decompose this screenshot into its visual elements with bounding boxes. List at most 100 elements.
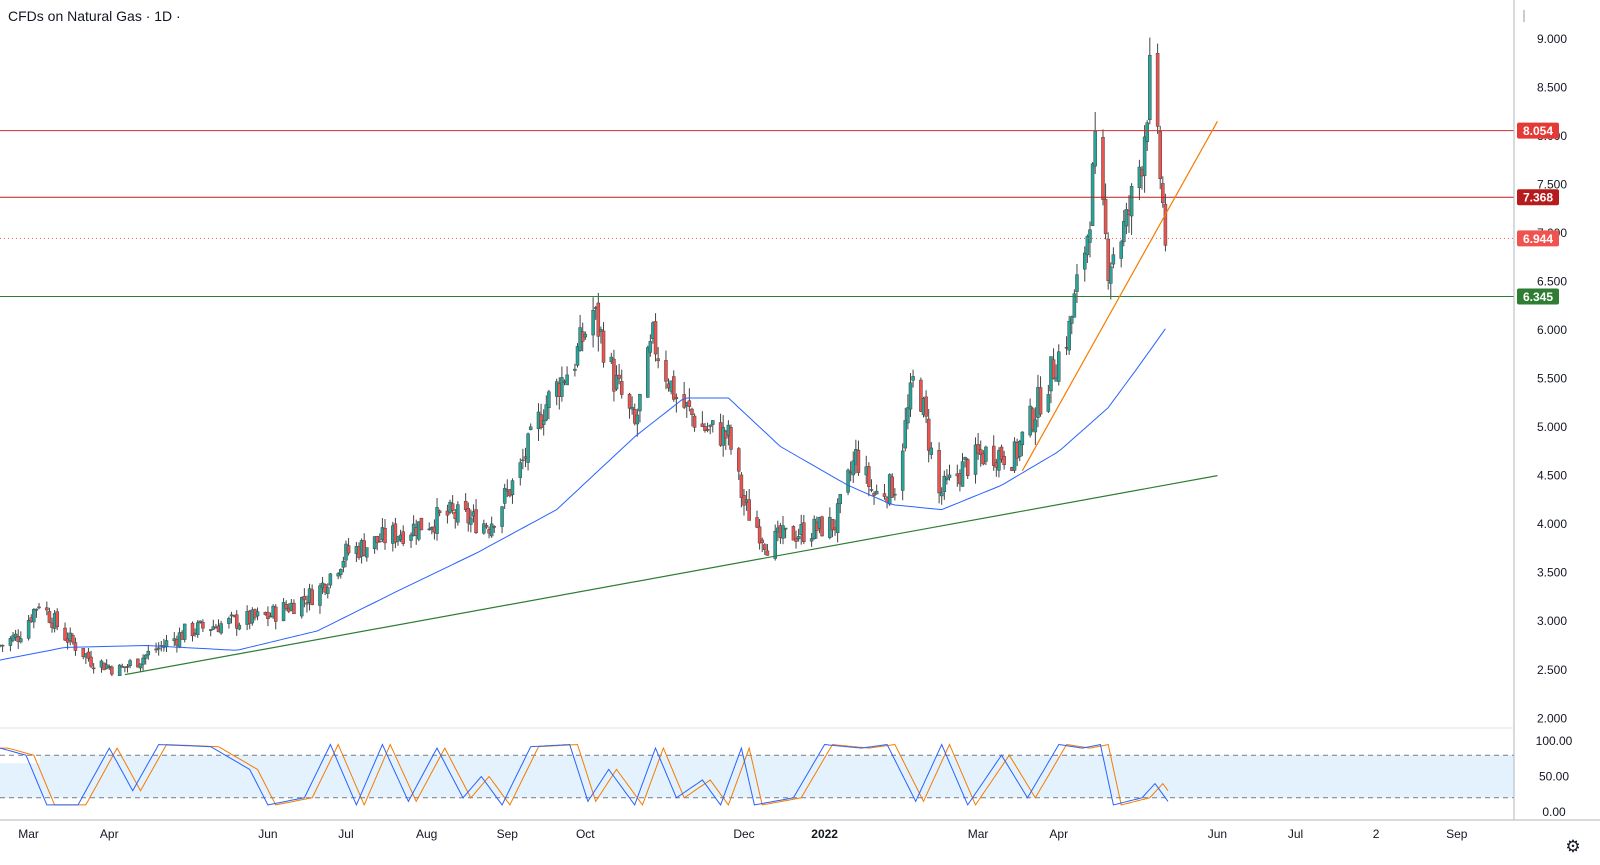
time-tick-label: Sep — [497, 827, 519, 841]
candle-43 — [156, 642, 161, 656]
candle-284 — [1033, 407, 1038, 445]
candle-295 — [1072, 289, 1077, 318]
candle-246 — [893, 488, 897, 501]
candle-217 — [791, 525, 796, 541]
candle-320 — [1163, 193, 1168, 252]
candle-131 — [474, 499, 478, 534]
time-tick-label: Mar — [18, 827, 39, 841]
candle-228 — [830, 519, 835, 538]
candle-124 — [450, 495, 455, 515]
candle-96 — [346, 538, 351, 556]
candle-169 — [614, 365, 619, 391]
candle-76 — [273, 604, 278, 630]
candle-90 — [326, 583, 330, 599]
candle-161 — [583, 331, 588, 340]
price-tick-label: 4.000 — [1537, 517, 1567, 531]
price-tick-label: 8.500 — [1537, 80, 1567, 94]
candle-234 — [851, 451, 856, 483]
candle-87 — [318, 583, 322, 614]
candle-232 — [846, 468, 850, 496]
candle-154 — [560, 366, 564, 402]
candle-148 — [539, 403, 543, 430]
candle-20 — [71, 632, 75, 645]
orange-uptrend[interactable] — [1021, 121, 1218, 472]
candle-300 — [1090, 162, 1095, 227]
price-tick-label: 4.500 — [1537, 469, 1567, 483]
candle-289 — [1051, 348, 1056, 380]
candle-142 — [518, 458, 523, 486]
candle-245 — [890, 473, 895, 498]
price-tick-label: 9.000 — [1537, 32, 1567, 46]
candle-236 — [856, 440, 861, 476]
stoch-tick-label: 50.00 — [1539, 770, 1569, 784]
candle-260 — [945, 469, 949, 485]
candle-106 — [383, 519, 387, 550]
candle-9 — [32, 608, 36, 629]
candle-272 — [991, 435, 996, 471]
candle-117 — [427, 522, 431, 531]
candle-145 — [526, 432, 530, 471]
candle-186 — [674, 393, 679, 413]
candle-283 — [1030, 406, 1035, 433]
candle-269 — [978, 440, 983, 467]
candle-194 — [705, 422, 710, 433]
candle-258 — [939, 487, 944, 505]
candle-34 — [123, 666, 127, 673]
candle-84 — [305, 595, 309, 613]
candle-26 — [91, 663, 96, 674]
candle-66 — [237, 622, 242, 631]
candle-315 — [1145, 120, 1149, 151]
candle-216 — [783, 527, 788, 539]
candle-299 — [1088, 221, 1092, 258]
candle-24 — [86, 647, 91, 662]
candle-2 — [8, 636, 13, 652]
candle-304 — [1106, 232, 1110, 290]
candle-266 — [965, 458, 970, 479]
candle-307 — [1119, 239, 1123, 268]
candle-181 — [656, 347, 660, 369]
candle-158 — [575, 343, 580, 368]
candle-212 — [773, 524, 777, 561]
time-tick-label: Apr — [100, 827, 119, 841]
candle-165 — [599, 326, 603, 344]
time-tick-label: Sep — [1446, 827, 1468, 841]
candle-36 — [128, 658, 132, 669]
candle-301 — [1093, 112, 1097, 174]
candle-305 — [1109, 262, 1113, 300]
candle-226 — [820, 515, 824, 537]
candle-318 — [1158, 125, 1162, 190]
chart-title: CFDs on Natural Gas · 1D · — [8, 8, 181, 24]
candle-291 — [1057, 344, 1061, 386]
candle-120 — [435, 498, 439, 541]
candle-281 — [1020, 431, 1025, 457]
candle-252 — [919, 377, 923, 413]
candle-35 — [125, 664, 130, 673]
time-tick-label: Jul — [338, 827, 353, 841]
candle-219 — [796, 528, 801, 542]
gear-icon[interactable]: ⚙ — [1565, 837, 1581, 856]
candle-128 — [466, 502, 470, 532]
candle-151 — [547, 389, 551, 420]
support-trendline[interactable] — [124, 475, 1218, 676]
candle-280 — [1017, 439, 1022, 462]
candle-104 — [378, 533, 382, 543]
candle-51 — [182, 623, 187, 643]
price-tick-label: 2.000 — [1537, 711, 1567, 725]
candle-264 — [960, 453, 965, 487]
candle-54 — [195, 620, 200, 638]
main-pane — [0, 37, 1514, 677]
candle-287 — [1046, 384, 1051, 414]
candle-122 — [445, 504, 450, 524]
stoch-tick-label: 100.00 — [1536, 734, 1573, 748]
level-label-last-price: 6.944 — [1517, 230, 1559, 247]
candle-298 — [1085, 234, 1090, 263]
price-tick-label: 2.500 — [1537, 663, 1567, 677]
candle-39 — [141, 654, 145, 671]
candle-40 — [143, 654, 148, 665]
candle-267 — [973, 437, 978, 484]
candle-150 — [544, 395, 549, 422]
candle-10 — [34, 608, 39, 618]
candle-302 — [1101, 129, 1105, 206]
